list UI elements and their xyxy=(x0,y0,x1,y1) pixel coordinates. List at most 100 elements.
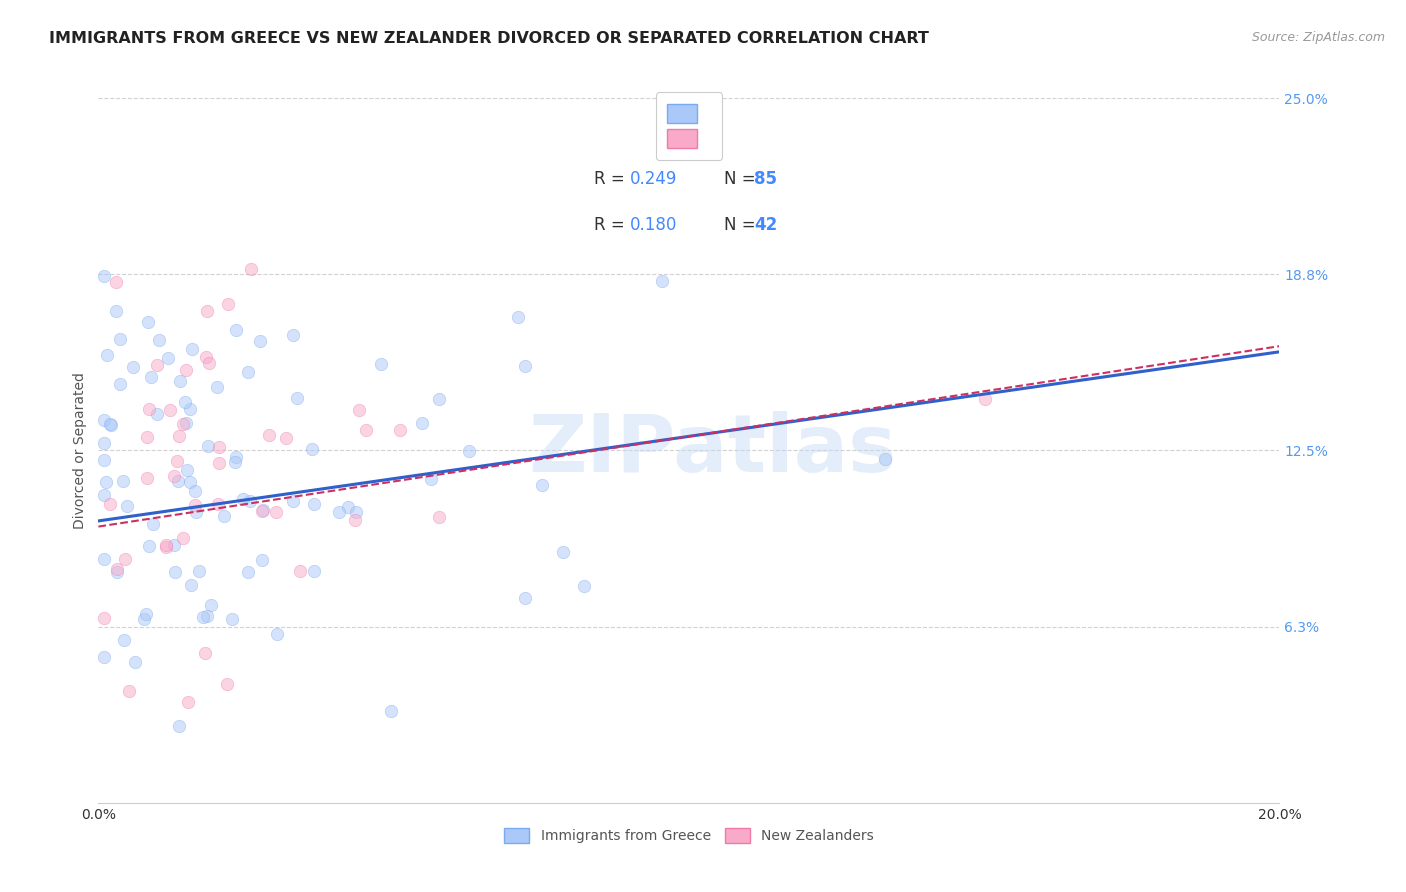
Point xyxy=(354,423,377,437)
Text: 0.180: 0.180 xyxy=(630,216,678,234)
Point xyxy=(114,552,136,566)
Point xyxy=(191,610,214,624)
Point xyxy=(167,429,190,443)
Point xyxy=(427,509,450,524)
Point xyxy=(328,505,350,519)
Point xyxy=(197,356,219,370)
Point xyxy=(225,450,247,464)
Point xyxy=(155,538,177,552)
Point xyxy=(212,508,235,523)
Point xyxy=(177,695,200,709)
Point xyxy=(181,343,204,357)
Point xyxy=(197,439,219,453)
Point xyxy=(195,304,218,318)
Point xyxy=(208,456,231,470)
Point xyxy=(651,274,673,288)
Point xyxy=(156,351,179,365)
Point xyxy=(264,505,287,519)
Point xyxy=(283,494,305,508)
Point xyxy=(100,418,122,433)
Point xyxy=(172,417,194,432)
Point xyxy=(167,475,190,489)
Point xyxy=(205,380,228,394)
Point xyxy=(187,564,209,578)
Point xyxy=(169,374,191,388)
Point xyxy=(179,475,201,489)
Text: 85: 85 xyxy=(754,170,778,188)
Point xyxy=(174,416,197,430)
Point xyxy=(530,478,553,492)
Point xyxy=(186,505,208,519)
Point xyxy=(163,468,186,483)
Point xyxy=(124,655,146,669)
Point xyxy=(138,539,160,553)
Point xyxy=(506,310,529,324)
Point xyxy=(105,303,128,318)
Point xyxy=(240,261,263,276)
Point xyxy=(155,541,177,555)
Point xyxy=(112,474,135,488)
Point xyxy=(174,362,197,376)
Point xyxy=(93,611,115,625)
Point xyxy=(200,598,222,612)
Point xyxy=(145,358,167,372)
Point xyxy=(257,428,280,442)
Point xyxy=(208,441,231,455)
Point xyxy=(93,650,115,665)
Point xyxy=(163,538,186,552)
Y-axis label: Divorced or Separated: Divorced or Separated xyxy=(73,372,87,529)
Text: 42: 42 xyxy=(754,216,778,234)
Legend: Immigrants from Greece, New Zealanders: Immigrants from Greece, New Zealanders xyxy=(499,822,879,848)
Point xyxy=(419,472,441,486)
Point xyxy=(136,430,159,444)
Point xyxy=(194,646,217,660)
Text: Source: ZipAtlas.com: Source: ZipAtlas.com xyxy=(1251,31,1385,45)
Point xyxy=(281,327,304,342)
Point xyxy=(98,417,121,431)
Point xyxy=(138,401,160,416)
Point xyxy=(250,504,273,518)
Point xyxy=(301,442,323,456)
Point xyxy=(337,500,360,515)
Point xyxy=(370,357,392,371)
Point xyxy=(217,297,239,311)
Point xyxy=(117,499,139,513)
Point xyxy=(224,455,246,469)
Point xyxy=(458,444,481,458)
Point xyxy=(93,552,115,566)
Point xyxy=(572,579,595,593)
Text: ZIPatlas: ZIPatlas xyxy=(529,411,897,490)
Point xyxy=(236,566,259,580)
Point xyxy=(105,275,128,289)
Point xyxy=(239,493,262,508)
Point xyxy=(93,453,115,467)
Point xyxy=(344,506,367,520)
Point xyxy=(873,452,896,467)
Text: N =: N = xyxy=(724,170,761,188)
Point xyxy=(179,401,201,416)
Point xyxy=(180,578,202,592)
Point xyxy=(388,423,411,437)
Point xyxy=(105,565,128,579)
Point xyxy=(96,348,118,362)
Point xyxy=(142,517,165,532)
Point xyxy=(285,392,308,406)
Point xyxy=(343,513,366,527)
Point xyxy=(290,564,312,578)
Point xyxy=(221,612,243,626)
Point xyxy=(139,370,162,384)
Point xyxy=(302,564,325,578)
Text: R =: R = xyxy=(595,170,630,188)
Point xyxy=(513,591,536,605)
Point xyxy=(217,676,239,690)
Point xyxy=(108,377,131,392)
Point xyxy=(136,316,159,330)
Point xyxy=(411,416,433,430)
Point xyxy=(429,392,451,406)
Point xyxy=(551,544,574,558)
Point xyxy=(172,531,194,545)
Point xyxy=(159,403,181,417)
Point xyxy=(93,412,115,426)
Point xyxy=(250,553,273,567)
Point xyxy=(93,269,115,284)
